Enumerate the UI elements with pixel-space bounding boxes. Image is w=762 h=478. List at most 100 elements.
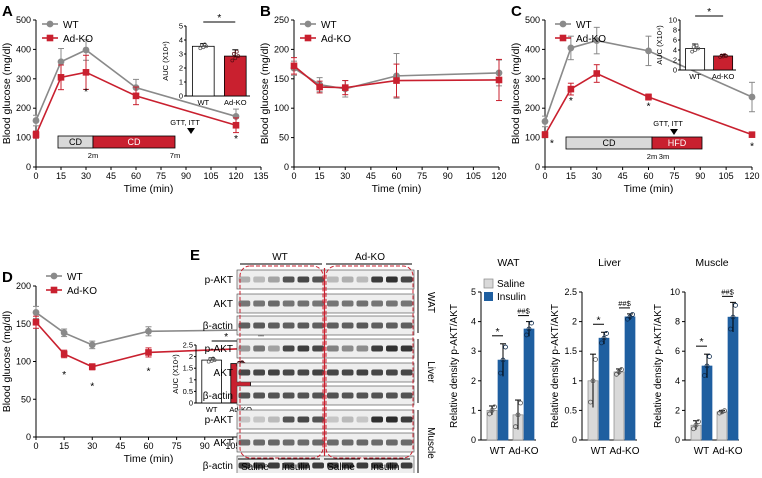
y-tick-label: 0 [535,162,540,172]
y-tick-label: 0 [284,162,289,172]
y-tick-label: 200 [274,44,289,54]
blot-band [400,276,413,283]
y-tick-label: 150 [274,74,289,84]
bar-dot [719,409,725,415]
inset-dot [231,52,236,56]
timeline-label-2: CD [128,137,141,147]
blot-band [253,345,265,352]
x-tick-label: 60 [131,171,141,181]
legend-label-wt: WT [67,272,83,283]
blot-band [253,416,265,423]
inset-dot [722,53,727,57]
inset-significance-star: * [224,331,228,343]
x-tick-label: 15 [56,171,66,181]
bar-y-tick-label: 6 [675,346,680,356]
x-tick-label: 15 [566,171,576,181]
blot-band [238,416,251,423]
bar-y-tick-label: 0.5 [564,405,577,415]
blot-band [327,462,339,469]
inset-bar-wt [191,45,215,97]
bar-category-label: WT [490,446,506,457]
y-tick-label: 400 [16,44,31,54]
x-tick-label: 135 [253,171,268,181]
significance-star: * [234,133,238,145]
legend-marker-wt [304,20,312,28]
blot-band [356,369,369,376]
blot-band [341,439,354,446]
blot-band [297,369,310,376]
legend-label-ko: Ad-KO [67,286,97,297]
y-tick-label: 150 [16,319,31,329]
bar-dot [524,332,529,338]
x-tick-label: 120 [491,171,506,181]
inset-y-tick-label: 10 [669,16,677,25]
blot-band [312,276,324,283]
blot-band [238,276,251,283]
inset-y-tick-label: 2.5 [183,341,193,350]
x-tick-label: 105 [466,171,481,181]
timeline-label-1: CD [603,138,616,148]
timeline-label-1: CD [69,137,82,147]
blot-band [268,439,280,446]
blot-row-label: β-actin [203,321,233,332]
blot-tissue-label: WAT [425,292,436,313]
bar-dot [487,411,492,417]
data-point-wt [88,341,96,349]
bar-dot [630,312,635,317]
blot-band [253,462,265,469]
inset-y-tick-label: 2 [673,56,677,65]
inset-y-tick-label: 1 [179,78,183,87]
bar-dot [498,370,503,376]
blot-band [282,369,295,376]
inset-dot [234,49,239,54]
y-tick-label: 500 [16,15,31,25]
bar-y-axis-label: Relative density p-AKT/AKT [653,304,664,428]
data-point-ko [341,84,349,91]
data-point-wt [32,117,40,124]
inset-dot [230,58,235,63]
blot-condition-label: Insulin [371,462,400,473]
blot-band [238,322,251,329]
blot-band [268,345,280,352]
significance-hash: ##$ [618,299,631,308]
inset-category-label: WT [206,405,218,414]
bar-y-tick-label: 0 [471,435,476,445]
x-tick-label: 120 [228,171,243,181]
timeline-arrow-icon [187,128,195,134]
data-point-wt [32,309,40,316]
bar-dot [730,314,736,320]
blot-band [297,392,310,399]
data-point-wt [748,93,756,101]
significance-star: * [84,86,88,98]
blot-band [400,300,413,307]
blot-band [282,322,295,329]
x-tick-label: 75 [172,441,182,451]
blot-band [312,416,324,423]
bar-dot [489,407,495,413]
blot-band [297,345,310,352]
inset-y-tick-label: 0 [673,66,677,75]
x-tick-label: 60 [143,441,153,451]
inset-y-tick-label: 0 [189,399,193,408]
x-axis-label: Time (min) [124,183,174,195]
blot-band [282,276,295,283]
timeline-tick-1: 2m [647,152,657,161]
blot-band [312,322,324,329]
data-point-ko [32,131,40,138]
inset-y-tick-label: 1.5 [183,364,193,373]
blot-band [356,392,369,399]
bar-y-tick-label: 0 [572,435,577,445]
bar-y-tick-label: 4 [471,317,476,327]
blot-band [327,369,339,376]
blot-row-label: p-AKT [205,275,233,286]
blot-band [341,369,354,376]
bar-dot [691,426,696,432]
blot-band [371,462,383,469]
legend-swatch-insulin [484,292,493,301]
bar-dot [722,408,727,414]
blot-band [341,322,354,329]
panel-letter-B: B [260,3,271,20]
blot-band [356,462,369,469]
significance-star: * [90,380,94,392]
blot-band [341,392,354,399]
